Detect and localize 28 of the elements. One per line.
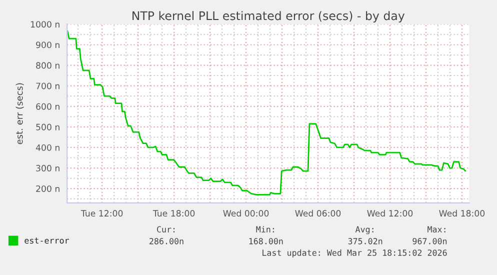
text: Last update: Wed Mar 25 18:15:02 2026 (262, 249, 447, 258)
x-tick-label: Tue 12:00 (80, 210, 123, 217)
y-tick-label: 500 n (36, 124, 60, 130)
x-tick-label: Wed 12:00 (367, 210, 413, 217)
text: Min: (256, 226, 274, 232)
text: Max: (428, 226, 446, 232)
y-tick-label: 1000 n (30, 21, 60, 28)
text: Avg: (355, 226, 374, 234)
text: 967.00n (412, 238, 447, 244)
y-tick-label: 700 n (36, 82, 60, 90)
legend-label: est-error (24, 238, 70, 244)
line-series (67, 30, 466, 196)
y-tick-label: 200 n (36, 185, 60, 192)
x-tick-label: Wed 06:00 (295, 210, 341, 217)
x-tick-label: Tue 18:00 (152, 210, 195, 217)
y-axis-title: est. err (secs) (16, 83, 24, 144)
text: 375.02n (348, 238, 382, 244)
y-tick-label: 900 n (36, 42, 60, 48)
chart-title: NTP kernel PLL estimated error (secs) - by day (132, 11, 405, 22)
y-tick-label: 300 n (36, 164, 60, 172)
x-tick-label: Wed 00:00 (223, 210, 269, 217)
x-tick-label: Wed 18:00 (439, 210, 485, 217)
y-tick-label: 800 n (36, 62, 60, 69)
y-tick-label: 400 n (36, 144, 60, 151)
y-tick-label: 600 n (36, 103, 60, 110)
text: 168.00n (249, 238, 283, 244)
text: 286.00n (150, 238, 184, 244)
text: Cur: (157, 226, 175, 232)
